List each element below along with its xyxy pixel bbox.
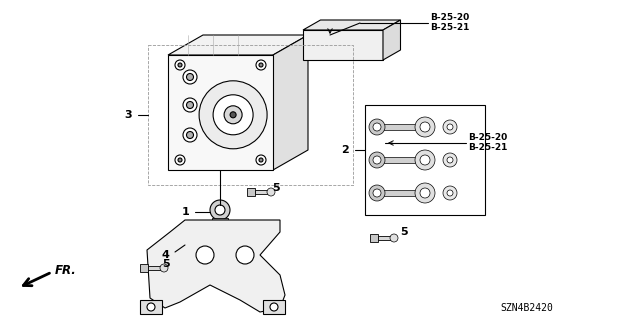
Circle shape bbox=[186, 101, 193, 108]
Text: B-25-20: B-25-20 bbox=[430, 13, 469, 23]
Circle shape bbox=[178, 158, 182, 162]
Circle shape bbox=[186, 73, 193, 80]
Bar bbox=[148, 266, 162, 270]
Circle shape bbox=[224, 106, 242, 124]
Circle shape bbox=[199, 81, 267, 149]
Circle shape bbox=[183, 128, 197, 142]
Circle shape bbox=[447, 157, 453, 163]
Circle shape bbox=[196, 246, 214, 264]
Circle shape bbox=[175, 155, 185, 165]
Circle shape bbox=[267, 188, 275, 196]
Text: SZN4B2420: SZN4B2420 bbox=[500, 303, 553, 313]
Circle shape bbox=[183, 98, 197, 112]
Circle shape bbox=[236, 246, 254, 264]
Circle shape bbox=[230, 112, 236, 118]
Text: B-25-21: B-25-21 bbox=[468, 144, 508, 152]
Bar bbox=[378, 236, 392, 240]
Text: 5: 5 bbox=[272, 183, 280, 193]
Circle shape bbox=[259, 158, 263, 162]
Text: 1: 1 bbox=[181, 207, 189, 217]
Polygon shape bbox=[383, 20, 401, 60]
Circle shape bbox=[373, 156, 381, 164]
Text: B-25-20: B-25-20 bbox=[468, 133, 508, 143]
Circle shape bbox=[369, 185, 385, 201]
Bar bbox=[212, 218, 228, 226]
Circle shape bbox=[215, 205, 225, 215]
Circle shape bbox=[420, 122, 430, 132]
Circle shape bbox=[373, 189, 381, 197]
Text: 3: 3 bbox=[124, 110, 132, 120]
Bar bbox=[140, 300, 162, 314]
Circle shape bbox=[213, 95, 253, 135]
Circle shape bbox=[443, 120, 457, 134]
Text: 5: 5 bbox=[162, 259, 170, 269]
Text: 4: 4 bbox=[161, 250, 169, 260]
Polygon shape bbox=[147, 220, 285, 312]
Polygon shape bbox=[168, 35, 308, 55]
Bar bbox=[255, 190, 269, 194]
Text: B-25-21: B-25-21 bbox=[430, 24, 469, 33]
Bar bbox=[365, 105, 485, 215]
Bar bbox=[370, 234, 378, 242]
Circle shape bbox=[178, 63, 182, 67]
Circle shape bbox=[369, 119, 385, 135]
Circle shape bbox=[390, 234, 398, 242]
Text: 5: 5 bbox=[400, 227, 408, 237]
Circle shape bbox=[259, 63, 263, 67]
Circle shape bbox=[420, 155, 430, 165]
Bar bbox=[370, 124, 415, 130]
Circle shape bbox=[369, 152, 385, 168]
Circle shape bbox=[443, 153, 457, 167]
Bar bbox=[140, 264, 148, 272]
Circle shape bbox=[183, 70, 197, 84]
Circle shape bbox=[415, 183, 435, 203]
Circle shape bbox=[160, 264, 168, 272]
Circle shape bbox=[373, 123, 381, 131]
Polygon shape bbox=[273, 35, 308, 170]
Polygon shape bbox=[303, 20, 401, 30]
Bar bbox=[303, 30, 383, 60]
Circle shape bbox=[175, 60, 185, 70]
Circle shape bbox=[147, 303, 155, 311]
Bar bbox=[370, 190, 415, 196]
Circle shape bbox=[256, 155, 266, 165]
Circle shape bbox=[443, 186, 457, 200]
Circle shape bbox=[256, 60, 266, 70]
Circle shape bbox=[186, 131, 193, 138]
Text: 2: 2 bbox=[341, 145, 349, 155]
Bar bbox=[370, 157, 415, 163]
Circle shape bbox=[447, 190, 453, 196]
Bar bbox=[263, 300, 285, 314]
Circle shape bbox=[447, 124, 453, 130]
Circle shape bbox=[420, 188, 430, 198]
Bar bbox=[168, 55, 273, 170]
Bar bbox=[247, 188, 255, 196]
Circle shape bbox=[210, 200, 230, 220]
Circle shape bbox=[415, 117, 435, 137]
Circle shape bbox=[270, 303, 278, 311]
Bar bbox=[148, 45, 353, 185]
Text: FR.: FR. bbox=[55, 263, 77, 277]
Circle shape bbox=[415, 150, 435, 170]
